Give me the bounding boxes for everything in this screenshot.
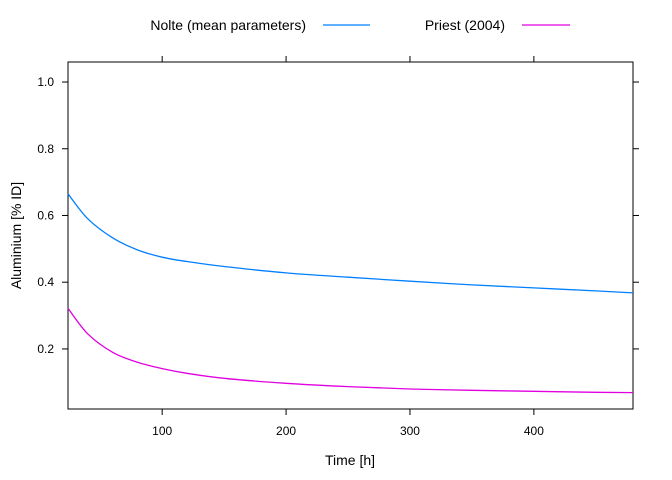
x-tick-label: 300 <box>400 424 420 438</box>
y-tick-label: 0.2 <box>37 342 54 356</box>
y-tick-label: 0.6 <box>37 208 54 222</box>
y-tick-label: 1.0 <box>37 75 54 89</box>
series-line-2 <box>67 307 634 394</box>
x-tick-label: 100 <box>152 424 172 438</box>
legend-label-2: Priest (2004) <box>425 17 505 33</box>
legend-label-1: Nolte (mean parameters) <box>150 17 306 33</box>
y-axis-title: Aluminium [% ID] <box>8 182 24 289</box>
x-axis-title: Time [h] <box>325 452 375 468</box>
series-line-1 <box>67 193 634 294</box>
plot-frame <box>67 61 634 410</box>
x-tick-label: 400 <box>524 424 544 438</box>
x-axis-ticks: 100 200 300 400 <box>152 56 544 438</box>
y-axis-ticks: 0.2 0.4 0.6 0.8 1.0 <box>37 75 639 356</box>
x-tick-label: 200 <box>276 424 296 438</box>
legend: Nolte (mean parameters) Priest (2004) <box>150 17 570 33</box>
y-tick-label: 0.8 <box>37 142 54 156</box>
y-tick-label: 0.4 <box>37 275 54 289</box>
series-lines <box>67 193 634 394</box>
